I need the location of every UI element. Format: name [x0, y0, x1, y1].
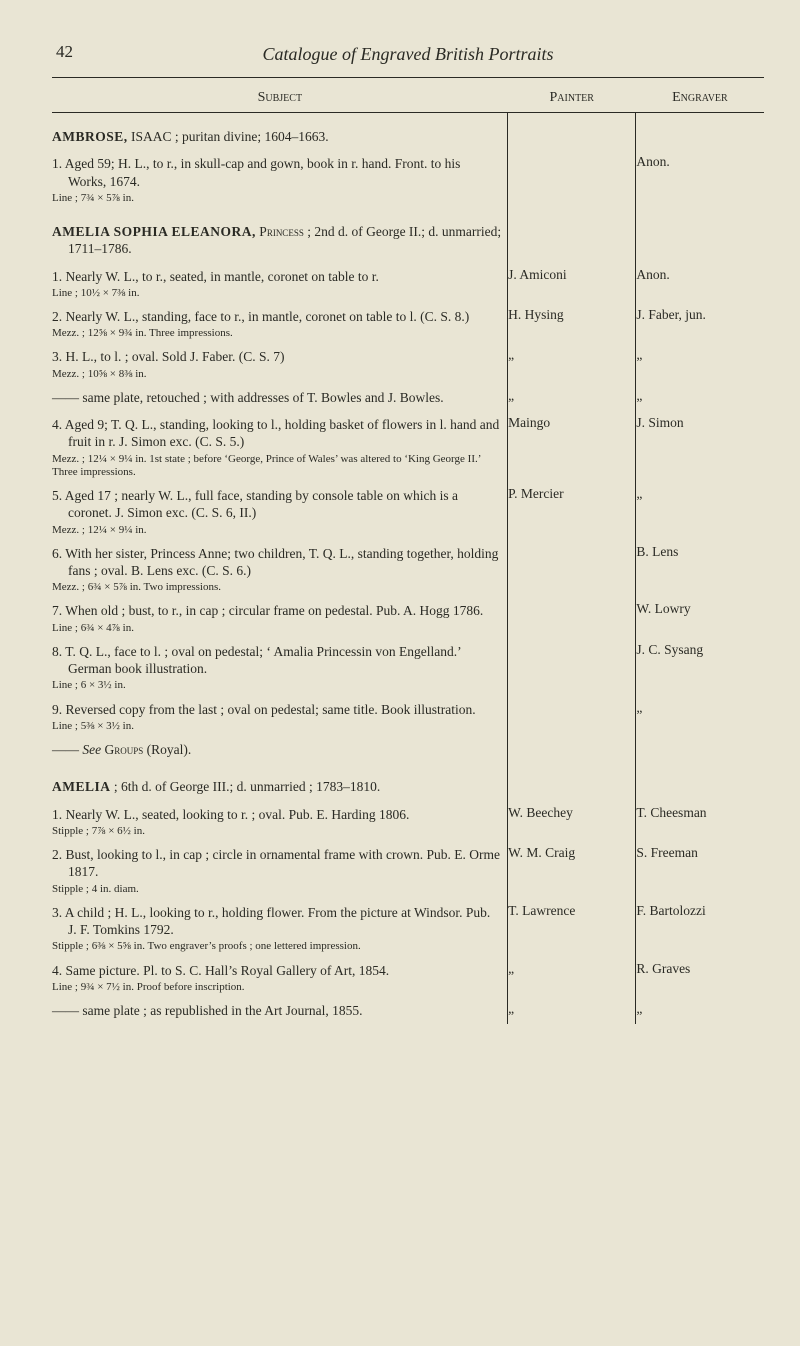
entry-text: 3. A child ; H. L., looking to r., holdi… [52, 904, 501, 939]
table-row: AMBROSE, ISAAC ; puritan divine; 1604–16… [52, 113, 764, 151]
catalogue-table: Subject Painter Engraver AMBROSE, ISAAC … [52, 84, 764, 1024]
engraver-cell: J. Simon [636, 411, 764, 482]
top-rule [52, 77, 764, 78]
engraver-cell: „ [636, 696, 764, 736]
table-row: 7. When old ; bust, to r., in cap ; circ… [52, 597, 764, 637]
table-row: 1. Nearly W. L., seated, looking to r. ;… [52, 801, 764, 841]
engraver-cell: Anon. [636, 263, 764, 303]
engraver-cell: „ [636, 482, 764, 540]
table-row: 4. Aged 9; T. Q. L., standing, looking t… [52, 411, 764, 482]
entry-text: 6. With her sister, Princess Anne; two c… [52, 545, 501, 580]
entry-note: Line ; 10½ × 7⅜ in. [52, 287, 501, 300]
entry-text: 8. T. Q. L., face to l. ; oval on pedest… [52, 643, 501, 678]
entry-text: 1. Nearly W. L., to r., seated, in mantl… [52, 268, 501, 285]
col-subject: Subject [52, 84, 508, 113]
table-header-row: Subject Painter Engraver [52, 84, 764, 113]
entry-text: 1. Aged 59; H. L., to r., in skull-cap a… [52, 155, 501, 190]
table-row: 8. T. Q. L., face to l. ; oval on pedest… [52, 638, 764, 696]
painter-cell: Maingo [508, 411, 636, 482]
page: 42 Catalogue of Engraved British Portrai… [0, 0, 800, 1346]
engraver-cell: J. C. Sysang [636, 638, 764, 696]
table-row: 1. Aged 59; H. L., to r., in skull-cap a… [52, 150, 764, 208]
person-heading: AMBROSE, ISAAC ; puritan divine; 1604–16… [52, 128, 501, 145]
table-row: 2. Bust, looking to l., in cap ; circle … [52, 841, 764, 899]
entry-text: 7. When old ; bust, to r., in cap ; circ… [52, 602, 501, 619]
person-heading: AMELIA SOPHIA ELEANORA, Princess ; 2nd d… [52, 223, 501, 258]
table-row: —— See Groups (Royal). [52, 736, 764, 763]
entry-note: Mezz. ; 10⅝ × 8⅜ in. [52, 368, 501, 381]
engraver-cell: „ [636, 384, 764, 411]
engraver-cell: „ [636, 343, 764, 383]
entry-text: 5. Aged 17 ; nearly W. L., full face, st… [52, 487, 501, 522]
entry-note: Stipple ; 7⅞ × 6½ in. [52, 825, 501, 838]
engraver-cell: R. Graves [636, 957, 764, 997]
entry-note: Mezz. ; 6¾ × 5⅞ in. Two impressions. [52, 581, 501, 594]
entry-note: Stipple ; 6⅜ × 5⅝ in. Two engraver’s pro… [52, 940, 501, 953]
table-row: AMELIA SOPHIA ELEANORA, Princess ; 2nd d… [52, 208, 764, 263]
painter-cell: „ [508, 957, 636, 997]
engraver-cell: Anon. [636, 150, 764, 208]
table-row: —— same plate, retouched ; with addresse… [52, 384, 764, 411]
engraver-cell: W. Lowry [636, 597, 764, 637]
table-row: 3. A child ; H. L., looking to r., holdi… [52, 899, 764, 957]
entry-note: Mezz. ; 12¼ × 9¼ in. [52, 524, 501, 537]
entry-note: Stipple ; 4 in. diam. [52, 883, 501, 896]
col-painter: Painter [508, 84, 636, 113]
painter-cell: H. Hysing [508, 303, 636, 343]
col-engraver: Engraver [636, 84, 764, 113]
engraver-cell: T. Cheesman [636, 801, 764, 841]
person-heading: AMELIA ; 6th d. of George III.; d. unmar… [52, 778, 501, 795]
running-head: Catalogue of Engraved British Portraits [52, 44, 764, 65]
table-row: 3. H. L., to l. ; oval. Sold J. Faber. (… [52, 343, 764, 383]
entry-text: 4. Aged 9; T. Q. L., standing, looking t… [52, 416, 501, 451]
table-row: 6. With her sister, Princess Anne; two c… [52, 540, 764, 598]
table-row: 4. Same picture. Pl. to S. C. Hall’s Roy… [52, 957, 764, 997]
entry-note: Line ; 6¾ × 4⅞ in. [52, 622, 501, 635]
painter-cell: „ [508, 997, 636, 1024]
painter-cell: W. Beechey [508, 801, 636, 841]
entry-text: —— same plate, retouched ; with addresse… [52, 389, 501, 406]
entry-note: Line ; 6 × 3½ in. [52, 679, 501, 692]
table-row: AMELIA ; 6th d. of George III.; d. unmar… [52, 763, 764, 800]
painter-cell: „ [508, 384, 636, 411]
entry-text: 9. Reversed copy from the last ; oval on… [52, 701, 501, 718]
entry-note: Mezz. ; 12¼ × 9¼ in. 1st state ; before … [52, 453, 501, 479]
painter-cell: J. Amiconi [508, 263, 636, 303]
engraver-cell: „ [636, 997, 764, 1024]
see-reference: —— See Groups (Royal). [52, 741, 501, 758]
entry-note: Line ; 7¾ × 5⅞ in. [52, 192, 501, 205]
engraver-cell: S. Freeman [636, 841, 764, 899]
entry-note: Mezz. ; 12⅝ × 9¾ in. Three impressions. [52, 327, 501, 340]
engraver-cell: F. Bartolozzi [636, 899, 764, 957]
entry-text: 3. H. L., to l. ; oval. Sold J. Faber. (… [52, 348, 501, 365]
painter-cell: T. Lawrence [508, 899, 636, 957]
entry-text: 1. Nearly W. L., seated, looking to r. ;… [52, 806, 501, 823]
table-row: 9. Reversed copy from the last ; oval on… [52, 696, 764, 736]
table-row: 2. Nearly W. L., standing, face to r., i… [52, 303, 764, 343]
entry-text: 4. Same picture. Pl. to S. C. Hall’s Roy… [52, 962, 501, 979]
entry-text: 2. Nearly W. L., standing, face to r., i… [52, 308, 501, 325]
painter-cell: „ [508, 343, 636, 383]
table-row: —— same plate ; as republished in the Ar… [52, 997, 764, 1024]
painter-cell: W. M. Craig [508, 841, 636, 899]
entry-note: Line ; 9¾ × 7½ in. Proof before inscript… [52, 981, 501, 994]
page-number: 42 [56, 42, 73, 62]
engraver-cell: J. Faber, jun. [636, 303, 764, 343]
table-row: 5. Aged 17 ; nearly W. L., full face, st… [52, 482, 764, 540]
entry-text: 2. Bust, looking to l., in cap ; circle … [52, 846, 501, 881]
engraver-cell: B. Lens [636, 540, 764, 598]
entry-text: —— same plate ; as republished in the Ar… [52, 1002, 501, 1019]
table-row: 1. Nearly W. L., to r., seated, in mantl… [52, 263, 764, 303]
entry-note: Line ; 5⅜ × 3½ in. [52, 720, 501, 733]
painter-cell: P. Mercier [508, 482, 636, 540]
